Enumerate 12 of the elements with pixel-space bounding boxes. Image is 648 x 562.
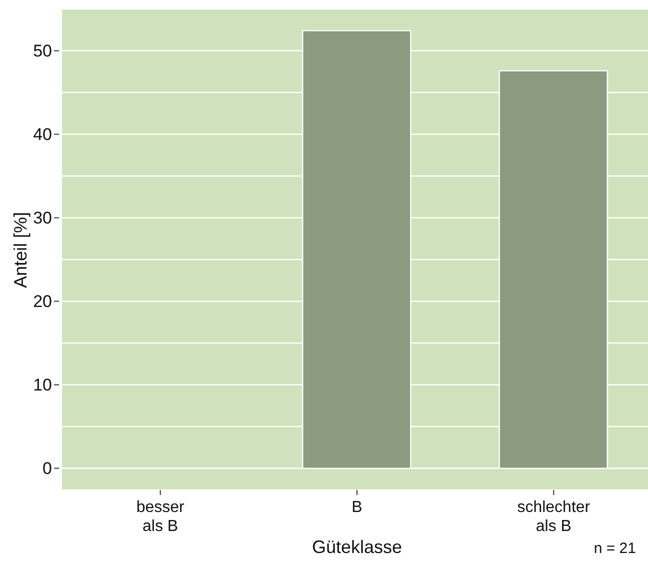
x-tick-label: B [352,499,362,516]
y-tick-label: 40 [33,125,52,144]
x-axis-title: Güteklasse [312,537,402,558]
y-tick-label: 0 [42,459,52,478]
y-tick-label: 20 [33,292,52,312]
text: n = 21 [594,540,636,557]
y-axis-title: Anteil [%] [10,212,32,288]
y-tick-label: 50 [33,42,52,61]
x-tick-label: besser als B [136,499,186,535]
x-tick-label: schlechter als B [517,499,591,535]
y-tick-label: 30 [33,208,52,228]
y-tick-label: 10 [33,376,52,395]
